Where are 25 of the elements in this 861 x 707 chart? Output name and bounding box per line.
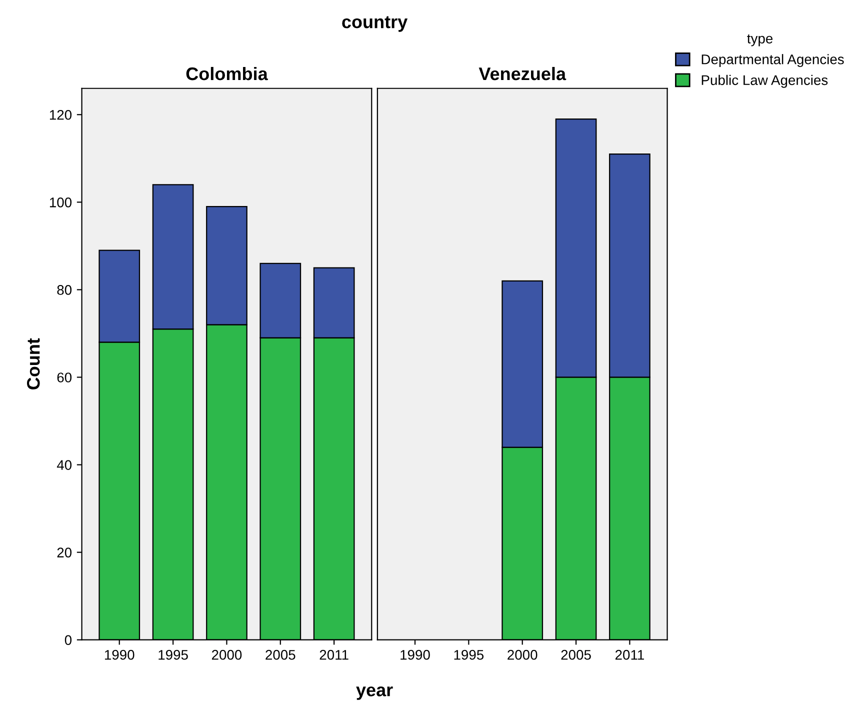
y-tick-label: 20 xyxy=(57,548,72,558)
y-tick-label: 100 xyxy=(50,198,72,208)
x-tick-label: 1995 xyxy=(454,650,484,660)
y-tick-label: 80 xyxy=(57,285,72,295)
legend-label: Departmental Agencies xyxy=(702,54,844,68)
x-tick-label: 1990 xyxy=(104,650,134,660)
legend-title: type xyxy=(747,34,773,46)
chart-title: Venezuela xyxy=(478,66,566,80)
x-tick-label: 2011 xyxy=(615,650,644,660)
chart-subtitle: country xyxy=(342,16,408,32)
x-tick-label: 2000 xyxy=(212,650,242,660)
chart-title: Colombia xyxy=(186,66,268,80)
y-tick-label: 60 xyxy=(57,372,72,382)
legend-label: Public Law Agencies xyxy=(702,74,828,88)
x-tick-label: 1990 xyxy=(400,650,430,660)
y-axis-title: Count xyxy=(26,338,40,390)
y-tick-label: 0 xyxy=(64,635,72,646)
x-tick-label: 1995 xyxy=(158,650,188,660)
x-tick-label: 2005 xyxy=(266,650,296,660)
y-tick-label: 120 xyxy=(50,110,72,120)
x-tick-label: 2005 xyxy=(561,650,591,660)
x-tick-label: 2011 xyxy=(320,650,348,660)
x-tick-label: 2000 xyxy=(508,650,538,660)
x-axis-title: year xyxy=(356,686,393,700)
y-tick-label: 40 xyxy=(56,460,72,470)
